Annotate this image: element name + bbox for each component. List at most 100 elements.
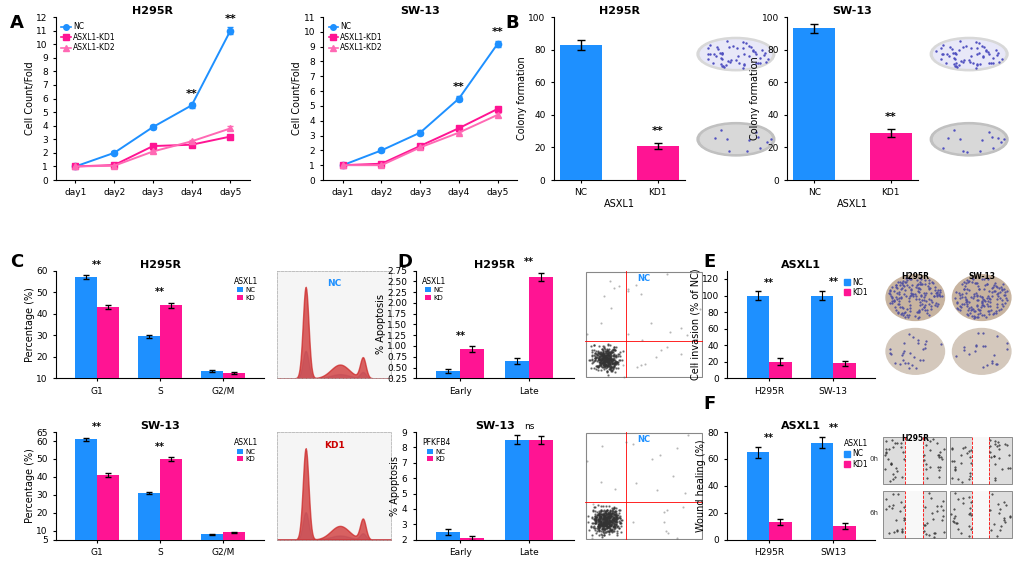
Point	[599, 353, 615, 362]
Point	[605, 515, 622, 524]
Point	[597, 510, 613, 519]
Point	[597, 527, 613, 536]
Point	[601, 506, 618, 515]
Point	[602, 362, 619, 371]
Point	[592, 354, 608, 364]
Point	[606, 513, 623, 523]
Point	[597, 361, 613, 370]
Point	[593, 357, 609, 366]
Point	[590, 510, 606, 519]
Point	[605, 527, 622, 536]
Point	[600, 351, 616, 360]
Text: H295R: H295R	[901, 433, 928, 442]
Point	[597, 356, 613, 365]
Point	[593, 358, 609, 367]
Point	[590, 341, 606, 350]
Point	[600, 351, 616, 360]
Point	[600, 508, 616, 517]
Point	[610, 506, 627, 515]
Point	[643, 454, 659, 463]
Point	[597, 353, 613, 362]
Point	[601, 514, 618, 523]
Point	[590, 526, 606, 535]
Point	[592, 512, 608, 521]
Point	[589, 512, 605, 521]
Point	[595, 511, 611, 520]
Point	[601, 525, 618, 534]
Point	[586, 514, 602, 523]
Point	[600, 354, 616, 363]
Point	[598, 523, 614, 532]
Point	[601, 354, 618, 364]
Point	[605, 343, 622, 352]
Text: KD1: KD1	[324, 441, 344, 450]
Bar	[971, 437, 988, 484]
Point	[602, 511, 619, 520]
Point	[601, 506, 618, 515]
Point	[599, 360, 615, 369]
Point	[605, 522, 622, 531]
Point	[594, 533, 610, 542]
Point	[612, 356, 629, 365]
Point	[600, 513, 616, 522]
Point	[597, 356, 613, 365]
Point	[601, 353, 618, 362]
Ellipse shape	[929, 37, 1007, 71]
Point	[593, 516, 609, 525]
Text: A: A	[10, 14, 24, 32]
Point	[596, 514, 612, 523]
Point	[593, 505, 609, 514]
Text: **: **	[491, 27, 503, 37]
Point	[589, 348, 605, 357]
Point	[596, 517, 612, 527]
Point	[599, 356, 615, 365]
Point	[584, 354, 600, 364]
Point	[597, 357, 613, 366]
Point	[598, 519, 614, 528]
Point	[600, 519, 616, 528]
Text: E: E	[703, 253, 715, 271]
Point	[612, 516, 629, 525]
Point	[598, 361, 614, 370]
Point	[603, 355, 620, 364]
Point	[599, 358, 615, 367]
Point	[599, 358, 615, 367]
Point	[600, 513, 616, 522]
Point	[594, 348, 610, 357]
Point	[605, 522, 622, 531]
Point	[599, 513, 615, 522]
Bar	[636, 146, 678, 180]
Point	[595, 520, 611, 529]
Point	[597, 507, 613, 516]
Point	[607, 509, 624, 518]
Bar	[949, 437, 1011, 484]
Point	[608, 515, 625, 524]
Point	[600, 518, 616, 527]
Point	[595, 356, 611, 365]
Text: **: **	[224, 14, 236, 24]
Point	[589, 356, 605, 365]
Bar	[810, 443, 833, 540]
Point	[593, 319, 609, 328]
Point	[604, 515, 621, 524]
Title: SW-13: SW-13	[399, 6, 439, 16]
Point	[593, 345, 609, 354]
Point	[595, 341, 611, 350]
Point	[586, 356, 602, 365]
Bar	[768, 362, 791, 378]
Point	[591, 513, 607, 523]
Point	[591, 520, 607, 529]
Point	[598, 521, 614, 531]
Point	[601, 516, 618, 525]
Point	[606, 363, 623, 372]
Bar	[223, 532, 245, 549]
Point	[596, 353, 612, 362]
Point	[591, 525, 607, 534]
Point	[606, 515, 623, 524]
Point	[600, 514, 616, 523]
Point	[611, 506, 628, 515]
Point	[591, 511, 607, 520]
Point	[611, 528, 628, 537]
Point	[602, 517, 619, 527]
Point	[606, 507, 623, 516]
